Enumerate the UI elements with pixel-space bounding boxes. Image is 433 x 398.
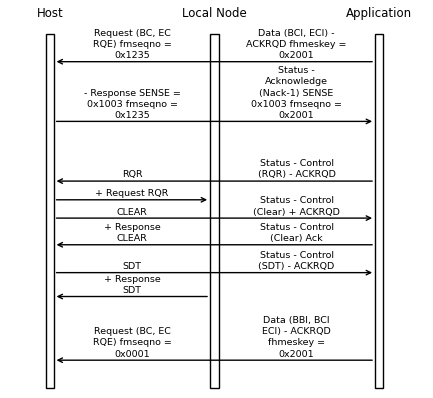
Text: + Response
CLEAR: + Response CLEAR [103,223,161,243]
Text: Status - Control
(RQR) - ACKRQD: Status - Control (RQR) - ACKRQD [258,159,336,179]
Text: Status -
Acknowledge
(Nack-1) SENSE
0x1003 fmseqno =
0x2001: Status - Acknowledge (Nack-1) SENSE 0x10… [251,66,342,120]
Bar [210,34,219,388]
Text: Data (BBI, BCI
ECI) - ACKRQD
fhmeskey =
0x2001: Data (BBI, BCI ECI) - ACKRQD fhmeskey = … [262,316,331,359]
Text: RQR: RQR [122,170,142,179]
Bar [46,34,54,388]
Text: Status - Control
(Clear) + ACKRQD: Status - Control (Clear) + ACKRQD [253,196,340,217]
Text: Data (BCI, ECI) -
ACKRQD fhmeskey =
0x2001: Data (BCI, ECI) - ACKRQD fhmeskey = 0x20… [246,29,347,60]
Text: Request (BC, EC
RQE) fmseqno =
0x1235: Request (BC, EC RQE) fmseqno = 0x1235 [93,29,171,60]
Text: CLEAR: CLEAR [116,207,148,217]
Text: Application: Application [346,8,412,20]
Text: Host: Host [36,8,63,20]
Text: + Request RQR: + Request RQR [95,189,169,198]
Text: Status - Control
(SDT) - ACKRQD: Status - Control (SDT) - ACKRQD [259,251,335,271]
Text: SDT: SDT [123,262,142,271]
Text: + Response
SDT: + Response SDT [103,275,161,295]
Text: - Response SENSE =
0x1003 fmseqno =
0x1235: - Response SENSE = 0x1003 fmseqno = 0x12… [84,89,181,120]
Text: Status - Control
(Clear) Ack: Status - Control (Clear) Ack [260,223,333,243]
Bar [375,34,383,388]
Text: Local Node: Local Node [182,8,247,20]
Text: Request (BC, EC
RQE) fmseqno =
0x0001: Request (BC, EC RQE) fmseqno = 0x0001 [93,328,171,359]
